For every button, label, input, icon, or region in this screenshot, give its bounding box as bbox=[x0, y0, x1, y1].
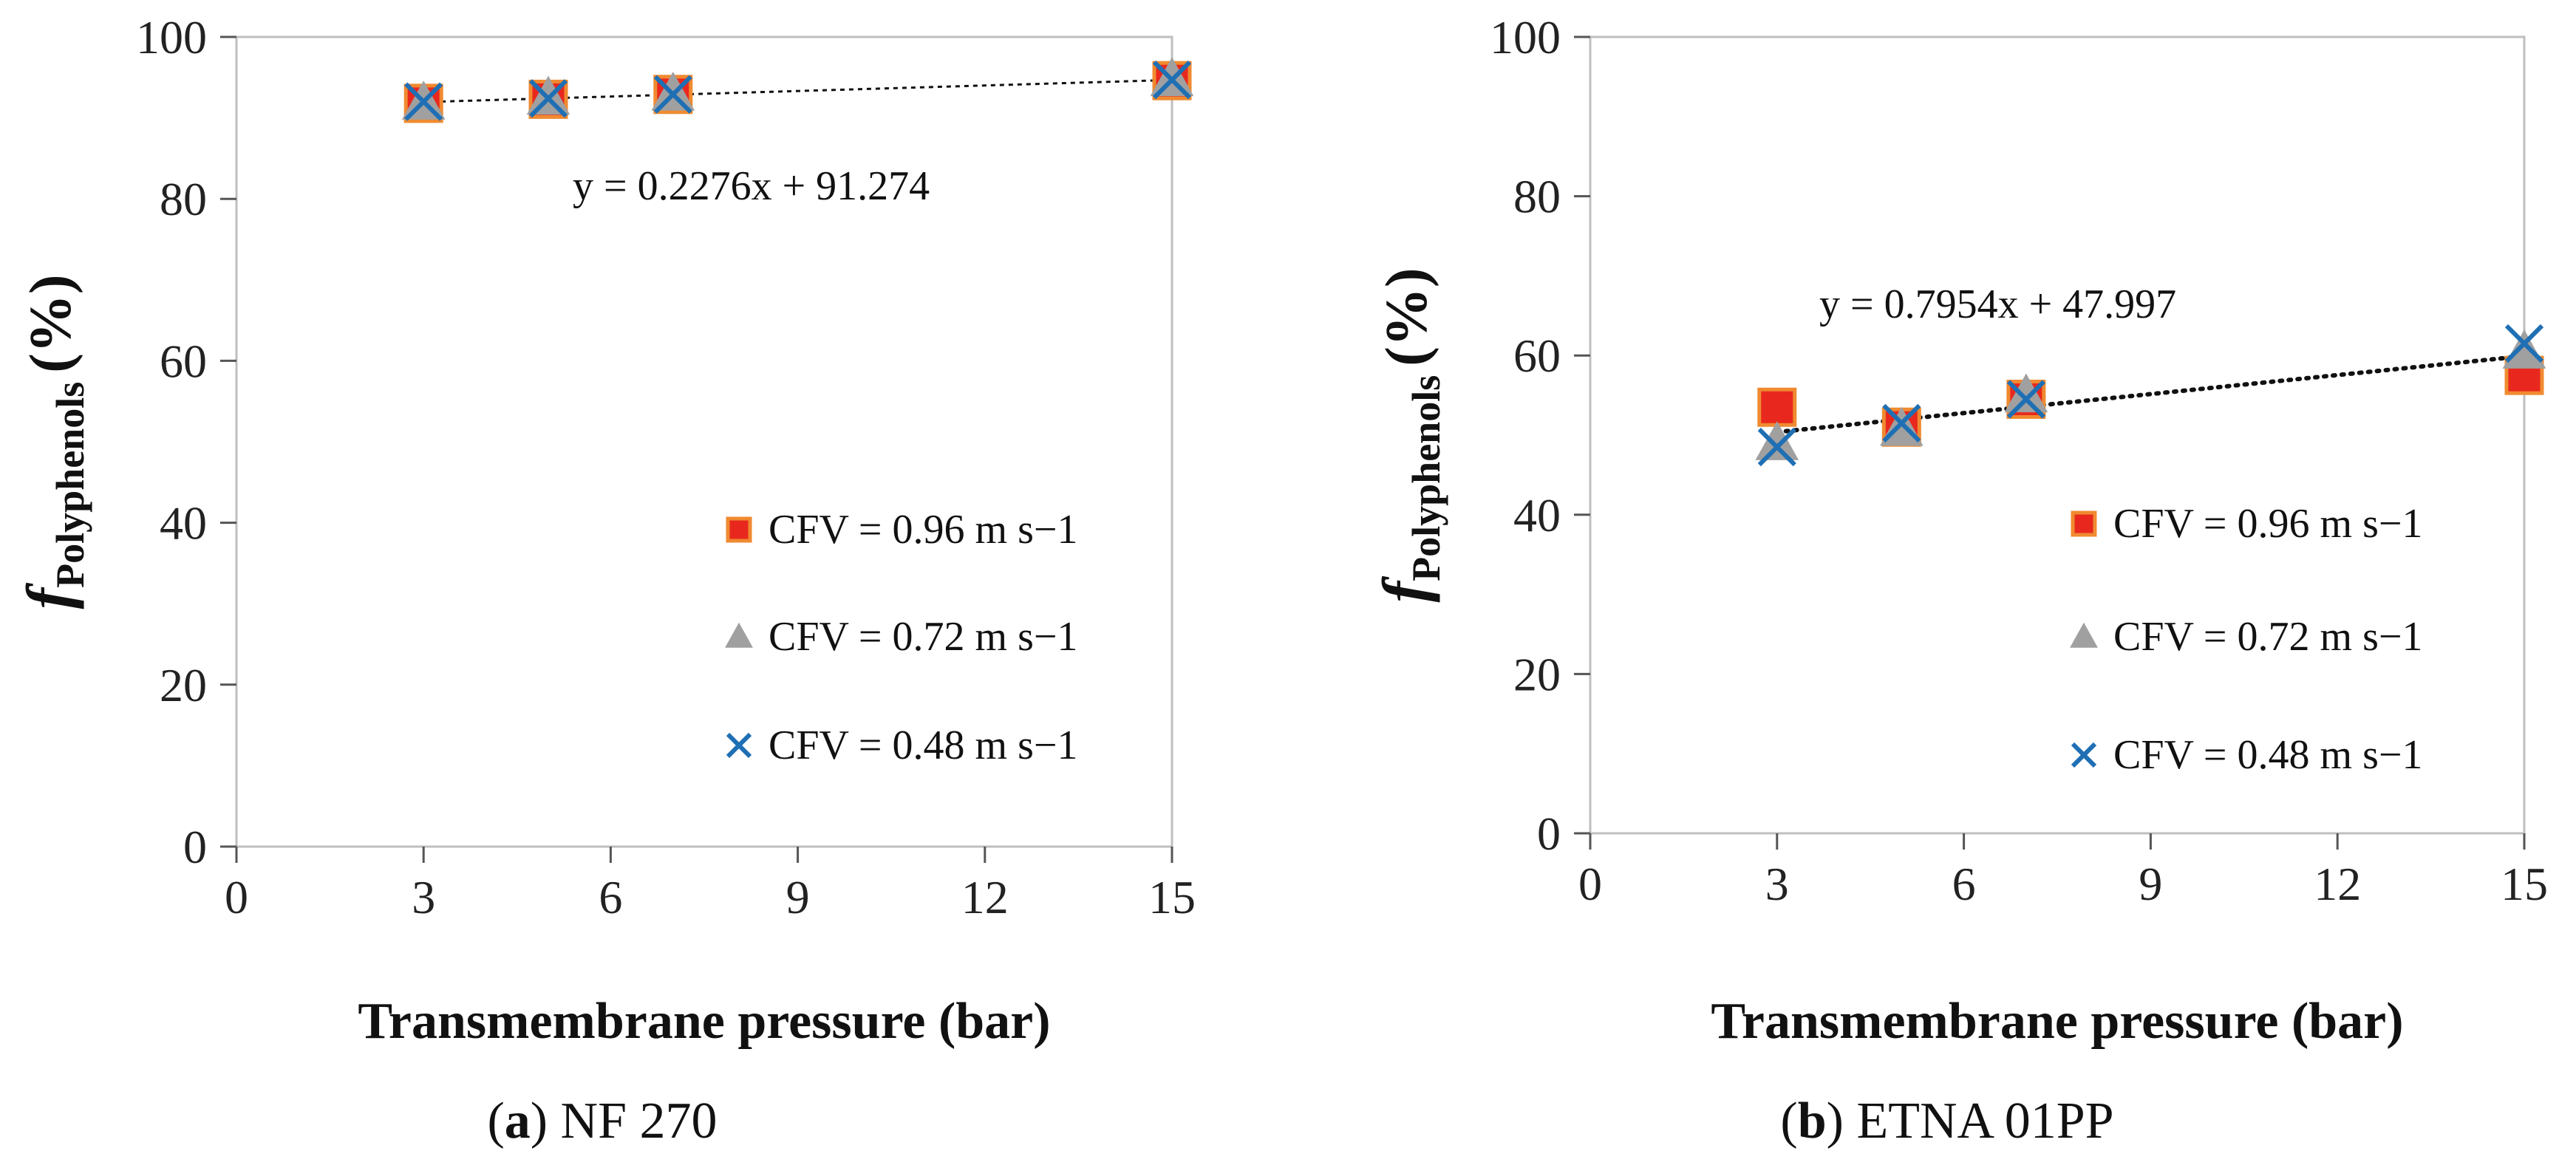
chart-a-point-series-3-stroke bbox=[528, 79, 568, 118]
chart-b-xtick-label: 9 bbox=[2139, 858, 2162, 910]
chart-b-legend-marker-2 bbox=[2070, 622, 2098, 648]
chart-a-y-axis-title-unit: (%) bbox=[18, 275, 84, 373]
chart-b-caption-letter: b bbox=[1798, 1093, 1827, 1149]
chart-b-point-series-2 bbox=[2004, 373, 2048, 413]
chart-b-trendline-equation: y = 0.7954x + 47.997 bbox=[1819, 281, 2176, 327]
chart-a-legend-marker-2 bbox=[725, 622, 753, 648]
chart-b-legend-marker-1 bbox=[2071, 510, 2097, 537]
chart-a-ytick-label: 0 bbox=[183, 821, 207, 873]
chart-b-caption-paren: ( bbox=[1780, 1093, 1797, 1149]
chart-a-caption: (a) NF 270 bbox=[487, 1093, 717, 1149]
chart-b-point-series-3 bbox=[2504, 324, 2544, 363]
chart-a-caption-paren: ( bbox=[487, 1093, 504, 1149]
chart-a-y-axis-title: fPolyphenols(%) bbox=[13, 275, 92, 609]
chart-a-ytick-label: 20 bbox=[160, 659, 207, 711]
chart-b-ytick-label: 20 bbox=[1513, 648, 1561, 700]
chart-b-point-series-3-stroke bbox=[2006, 380, 2045, 419]
chart-b-ytick-label: 100 bbox=[1490, 11, 1561, 64]
chart-a-point-series-3-stroke bbox=[1152, 60, 1192, 100]
chart-a-nf270: 0 20 40 60 80 100 0 3 6 9 12 15 Transmembrane pressu… bbox=[13, 11, 1196, 1149]
chart-a-legend-label-1: CFV = 0.96 m s−1 bbox=[769, 507, 1077, 553]
chart-b-x-axis-title: Transmembrane pressure (bar) bbox=[1711, 993, 2403, 1050]
chart-b-point-series-3-stroke bbox=[2504, 324, 2544, 363]
chart-b-caption: (b) ETNA 01PP bbox=[1780, 1093, 2113, 1149]
chart-a-caption-name: ) NF 270 bbox=[531, 1093, 718, 1149]
chart-a-point-series-3 bbox=[528, 79, 568, 118]
chart-a-xtick-label: 9 bbox=[786, 871, 810, 923]
chart-a-point-series-3-stroke bbox=[404, 82, 443, 121]
chart-b-point-series-3 bbox=[1882, 403, 1921, 443]
chart-b-plot-area bbox=[1589, 35, 2526, 835]
chart-a-point-series-3 bbox=[653, 75, 692, 114]
chart-b-point-series-3-stroke bbox=[1757, 428, 1796, 467]
chart-b-xtick-label: 15 bbox=[2501, 858, 2548, 910]
chart-b-legend-label-2: CFV = 0.72 m s−1 bbox=[2113, 614, 2422, 660]
chart-b-ytick-label: 60 bbox=[1513, 329, 1561, 382]
chart-a-xtick-label: 6 bbox=[599, 871, 622, 923]
chart-a-xtick-label: 12 bbox=[961, 871, 1009, 923]
chart-a-legend-marker-1 bbox=[726, 516, 752, 543]
chart-b-legend-label-3: CFV = 0.48 m s−1 bbox=[2113, 732, 2422, 778]
chart-b-xtick-label: 6 bbox=[1952, 858, 1976, 910]
chart-b-caption-name: ) ETNA 01PP bbox=[1827, 1093, 2114, 1149]
chart-b-xtick-label: 12 bbox=[2314, 858, 2361, 910]
chart-a-plot-area bbox=[235, 35, 1173, 848]
chart-a-legend-marker-3 bbox=[726, 732, 752, 759]
chart-a-xtick-label: 0 bbox=[225, 871, 248, 923]
chart-a-y-axis-title-sub: Polyphenols bbox=[48, 382, 92, 588]
chart-a-point-series-3 bbox=[404, 82, 443, 121]
chart-b-point-series-2 bbox=[1755, 421, 1799, 460]
chart-a-ytick-label: 80 bbox=[160, 173, 207, 225]
chart-a-ytick-label: 100 bbox=[136, 11, 207, 64]
chart-b-ytick-label: 40 bbox=[1513, 489, 1561, 541]
chart-a-x-axis-title: Transmembrane pressure (bar) bbox=[358, 993, 1050, 1050]
chart-b-point-series-1 bbox=[1757, 387, 1797, 427]
chart-a-ytick-label: 60 bbox=[160, 335, 207, 387]
chart-b-point-series-3-stroke bbox=[1882, 403, 1921, 443]
chart-a-point-series-3-stroke bbox=[653, 75, 692, 114]
chart-a-legend-label-2: CFV = 0.72 m s−1 bbox=[769, 614, 1077, 660]
chart-a-legend-label-3: CFV = 0.48 m s−1 bbox=[769, 722, 1077, 768]
chart-b-point-series-3 bbox=[1757, 428, 1796, 467]
chart-a-xtick-label: 15 bbox=[1148, 871, 1196, 923]
chart-b-ytick-label: 80 bbox=[1513, 171, 1561, 223]
chart-b-point-series-3 bbox=[2006, 380, 2045, 419]
chart-b-ytick-label: 0 bbox=[1537, 807, 1561, 860]
chart-a-point-series-3 bbox=[1152, 60, 1192, 100]
chart-b-legend-label-1: CFV = 0.96 m s−1 bbox=[2113, 501, 2422, 547]
chart-b-xtick-label: 3 bbox=[1765, 858, 1789, 910]
chart-b-y-axis-title-unit: (%) bbox=[1374, 268, 1439, 366]
chart-a-legend-marker-3-stroke bbox=[726, 732, 752, 759]
chart-b-point-series-2 bbox=[2502, 329, 2546, 369]
chart-a-caption-letter: a bbox=[505, 1093, 531, 1149]
chart-a-xtick-label: 3 bbox=[412, 871, 435, 923]
chart-b-legend-marker-3 bbox=[2071, 742, 2097, 768]
chart-b-y-axis-title-sub: Polyphenols bbox=[1404, 375, 1448, 581]
chart-b-legend-marker-3-stroke bbox=[2071, 742, 2097, 768]
chart-b-etna01pp: 0 20 40 60 80 100 0 3 6 9 12 15 Transmembrane pressu… bbox=[1369, 11, 2548, 1149]
chart-a-ytick-label: 40 bbox=[160, 497, 207, 550]
chart-a-trendline-equation: y = 0.2276x + 91.274 bbox=[573, 163, 930, 209]
chart-b-xtick-label: 0 bbox=[1578, 858, 1602, 910]
chart-b-y-axis-title: fPolyphenols(%) bbox=[1369, 268, 1448, 603]
